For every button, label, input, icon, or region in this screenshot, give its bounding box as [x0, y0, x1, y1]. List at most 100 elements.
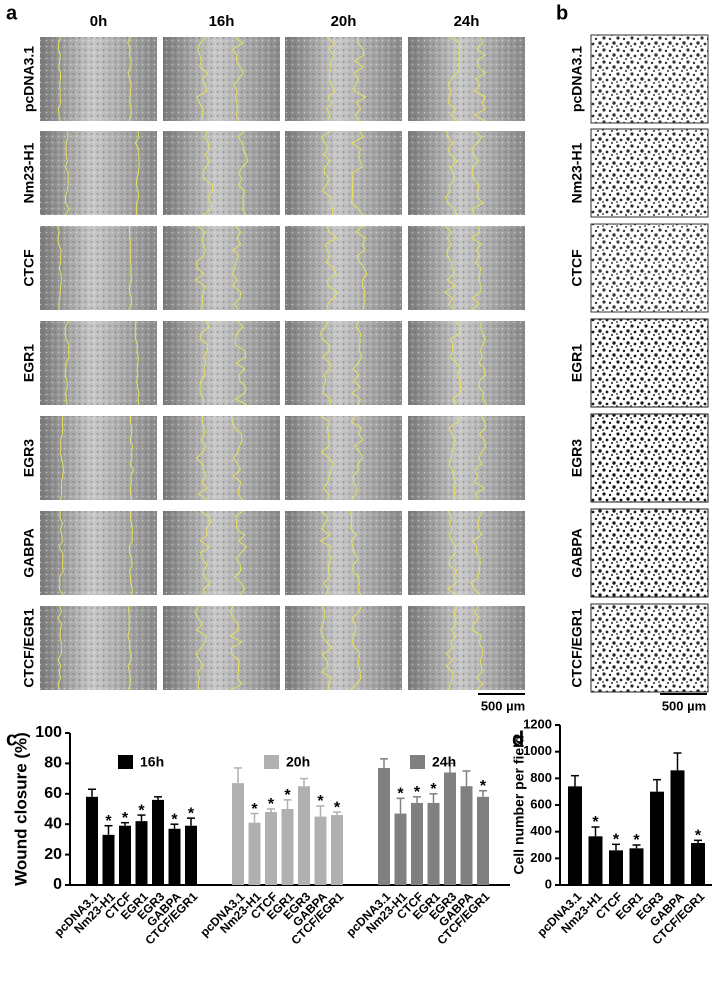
micrograph-b: [590, 603, 709, 693]
scale-bar-label: 500 µm: [662, 698, 706, 713]
wound-edge: [202, 130, 214, 216]
bar: [265, 812, 277, 885]
wound-edge: [128, 226, 133, 311]
bar: [411, 802, 423, 885]
bar: [135, 821, 148, 885]
bar: [477, 796, 489, 885]
micrograph-texture: [408, 511, 525, 595]
significance: *: [695, 828, 702, 845]
y-tick-label: 600: [530, 796, 552, 811]
micrograph-texture: [285, 226, 402, 310]
legend-label: 24h: [432, 754, 456, 770]
bar: [427, 802, 440, 885]
bar: [609, 850, 623, 885]
wound-edge: [64, 130, 70, 216]
micrograph-b: [590, 318, 709, 408]
micrograph-texture: [408, 606, 525, 690]
column-header: 0h: [90, 13, 108, 30]
bar: [281, 809, 294, 885]
row-label: CTCF: [569, 249, 585, 287]
micrograph-texture: [285, 416, 402, 500]
row-label: EGR3: [569, 439, 585, 477]
y-axis-label: Wound closure (%): [11, 732, 30, 886]
wound-edge: [320, 415, 334, 501]
wound-edge: [319, 320, 332, 406]
wound-edge: [351, 320, 363, 406]
micrograph-texture: [285, 606, 402, 690]
wound-edge: [478, 320, 488, 406]
micrograph-texture: [408, 226, 525, 310]
wound-edge: [234, 320, 248, 406]
wound-edge: [199, 510, 212, 596]
significance: *: [334, 799, 341, 816]
micrograph-texture: [40, 511, 157, 595]
wound-edge: [57, 605, 63, 691]
y-tick-label: 40: [44, 815, 62, 832]
bar: [232, 783, 244, 885]
wound-edge: [134, 130, 140, 216]
significance: *: [105, 813, 112, 830]
wound-edge: [58, 510, 64, 596]
micrograph-texture: [408, 37, 525, 121]
wound-edge: [470, 225, 483, 311]
bar: [248, 822, 261, 885]
row-label: CTCF/EGR1: [21, 608, 37, 688]
micrograph-texture: [163, 606, 280, 690]
bar: [378, 767, 390, 885]
wound-edge: [59, 415, 65, 501]
micrograph-texture: [408, 131, 525, 215]
wound-edge: [350, 605, 363, 691]
bar: [314, 816, 327, 885]
micrograph-b: [590, 223, 709, 313]
bar: [629, 848, 644, 885]
y-tick-label: 1200: [523, 716, 552, 731]
wound-edge: [473, 415, 487, 501]
wound-edge: [445, 605, 459, 691]
wound-edge: [319, 510, 332, 596]
wound-edge: [64, 320, 70, 406]
row-label: Nm23-H1: [21, 142, 37, 203]
wound-edge: [237, 130, 249, 216]
bar: [650, 791, 664, 885]
significance: *: [633, 832, 640, 849]
y-axis-label: Cell number per field: [511, 735, 527, 874]
significance: *: [188, 805, 195, 822]
wound-edge: [196, 36, 209, 122]
row-label: EGR3: [21, 439, 37, 477]
legend-swatch: [410, 755, 425, 769]
significance: *: [171, 811, 178, 828]
wound-edge: [473, 36, 486, 122]
significance: *: [284, 787, 291, 804]
y-tick-label: 100: [35, 724, 62, 741]
wound-edge: [471, 130, 484, 216]
micrograph-b: [590, 508, 709, 598]
y-tick-label: 80: [44, 755, 62, 772]
bar: [691, 843, 705, 885]
wound-edge: [231, 415, 243, 501]
panel-label: a: [6, 2, 18, 24]
y-tick-label: 60: [44, 785, 62, 802]
y-tick-label: 400: [530, 823, 552, 838]
wound-edge: [320, 605, 333, 691]
y-tick-label: 20: [44, 846, 62, 863]
wound-edge: [449, 320, 461, 406]
row-label: pcDNA3.1: [21, 46, 37, 112]
micrograph-texture: [40, 606, 157, 690]
wound-edge: [471, 605, 484, 691]
row-label: CTCF/EGR1: [569, 608, 585, 688]
wound-edge: [229, 605, 243, 691]
scale-bar-label: 500 µm: [481, 698, 525, 713]
wound-edge: [231, 225, 242, 311]
significance: *: [613, 832, 620, 849]
micrograph-texture: [40, 131, 157, 215]
bar: [394, 813, 407, 885]
panel-label: b: [556, 2, 568, 24]
legend-swatch: [264, 755, 279, 769]
legend-label: 20h: [286, 754, 310, 770]
significance: *: [317, 793, 324, 810]
y-tick-label: 0: [53, 876, 62, 893]
row-label: EGR1: [21, 344, 37, 382]
wound-edge: [350, 130, 364, 216]
micrograph-b: [590, 34, 709, 124]
